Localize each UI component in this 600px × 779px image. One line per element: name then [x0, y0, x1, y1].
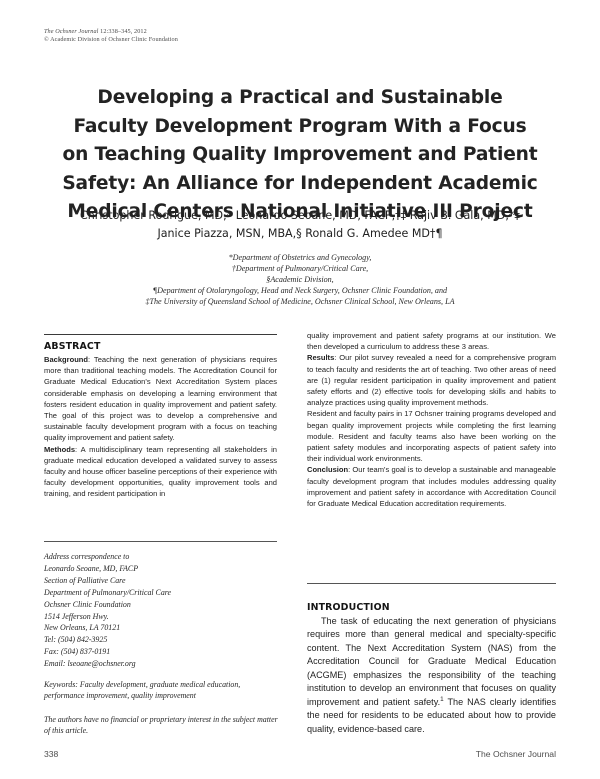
footer-page-number: 338	[44, 749, 59, 759]
abstract-results-paragraph: Results: Our pilot survey revealed a nee…	[307, 352, 556, 408]
keywords-block: Keywords: Faculty development, graduate …	[44, 680, 241, 701]
affiliation-list: *Department of Obstetrics and Gynecology…	[50, 252, 550, 307]
abstract-top-divider	[44, 334, 277, 336]
correspondence-line: Ochsner Clinic Foundation	[44, 599, 131, 609]
affiliation-item: ‡The University of Queensland School of …	[145, 297, 455, 307]
correspondence-line: Department of Pulmonary/Critical Care	[44, 587, 172, 597]
correspondence-divider	[44, 541, 277, 542]
author-line-1: Christopher Rodrigue, MD,* Leonardo Seoa…	[80, 209, 520, 222]
introduction-text-part-2: The NAS clearly identifies the need for …	[307, 696, 556, 734]
abstract-results-label: Results	[307, 353, 335, 363]
abstract-methods-text-clipped: : A multidisciplinary team representing …	[44, 444, 277, 499]
abstract-methods-label: Methods	[44, 444, 76, 454]
abstract-methods-continued: quality improvement and patient safety p…	[307, 330, 556, 352]
abstract-background-label: Background	[44, 355, 89, 364]
correspondence-block: Address correspondence to Leonardo Seoan…	[44, 551, 277, 670]
abstract-methods-tail: quality improvement and patient safety p…	[307, 331, 556, 352]
correspondence-line: New Orleans, LA 70121	[44, 623, 121, 633]
affiliation-item: ¶Department of Otolaryngology, Head and …	[152, 286, 448, 296]
abstract-background-text: : Teaching the next generation of physic…	[44, 355, 277, 443]
abstract-heading: ABSTRACT	[44, 341, 101, 352]
running-head-journal-line: The Ochsner Journal 12:338–345, 2012	[44, 28, 364, 36]
correspondence-email[interactable]: Email: lseoane@ochsner.org	[44, 659, 136, 669]
abstract-conclusion-paragraph: Conclusion: Our team's goal is to develo…	[307, 464, 556, 509]
correspondence-line: Address correspondence to	[44, 552, 130, 561]
citation-marker[interactable]: 1	[440, 695, 444, 703]
affiliation-item: *Department of Obstetrics and Gynecology…	[228, 253, 372, 262]
abstract-background-paragraph: Background: Teaching the next generation…	[44, 354, 277, 444]
correspondence-name: Leonardo Seoane, MD, FACP	[44, 563, 139, 573]
introduction-divider	[307, 583, 556, 584]
correspondence-fax: Fax: (504) 837-0191	[44, 647, 111, 657]
introduction-section: INTRODUCTION The task of educating the n…	[307, 601, 556, 736]
running-head: The Ochsner Journal 12:338–345, 2012 © A…	[44, 28, 364, 45]
running-head-journal-title: The Ochsner Journal	[44, 28, 99, 35]
author-line-2: Janice Piazza, MSN, MBA,§ Ronald G. Amed…	[157, 226, 443, 240]
disclosure-statement: The authors have no financial or proprie…	[44, 715, 278, 736]
abstract-conclusion-label: Conclusion	[307, 465, 349, 475]
correspondence-line: 1514 Jefferson Hwy.	[44, 611, 109, 621]
abstract-methods-paragraph: Methods: A multidisciplinary team repres…	[44, 444, 277, 500]
affiliation-item: †Department of Pulmonary/Critical Care,	[231, 264, 369, 274]
abstract-results-paragraph-2: Resident and faculty pairs in 17 Ochsner…	[307, 409, 556, 464]
footer-journal-name: The Ochsner Journal	[475, 749, 556, 759]
abstract-results-text: : Our pilot survey revealed a need for a…	[307, 353, 556, 408]
abstract-column-left: ABSTRACT Background: Teaching the next g…	[44, 340, 277, 500]
abstract-conclusion-text: : Our team's goal is to develop a sustai…	[307, 465, 556, 509]
correspondence-phone: Tel: (504) 842-3925	[44, 635, 108, 645]
abstract-column-right: quality improvement and patient safety p…	[307, 330, 556, 509]
running-head-copyright: © Academic Division of Ochsner Clinic Fo…	[44, 36, 178, 44]
article-title: Developing a Practical and Sustainable F…	[62, 87, 538, 223]
introduction-heading: INTRODUCTION	[307, 602, 390, 613]
affiliation-item: §Academic Division,	[266, 275, 334, 285]
running-head-citation: 12:338–345, 2012	[100, 28, 147, 35]
introduction-paragraph: The task of educating the next generatio…	[307, 615, 556, 736]
correspondence-line: Section of Palliative Care	[44, 575, 126, 585]
author-list: Christopher Rodrigue, MD,* Leonardo Seoa…	[50, 207, 550, 242]
introduction-text-part-1: The task of educating the next generatio…	[307, 616, 556, 707]
